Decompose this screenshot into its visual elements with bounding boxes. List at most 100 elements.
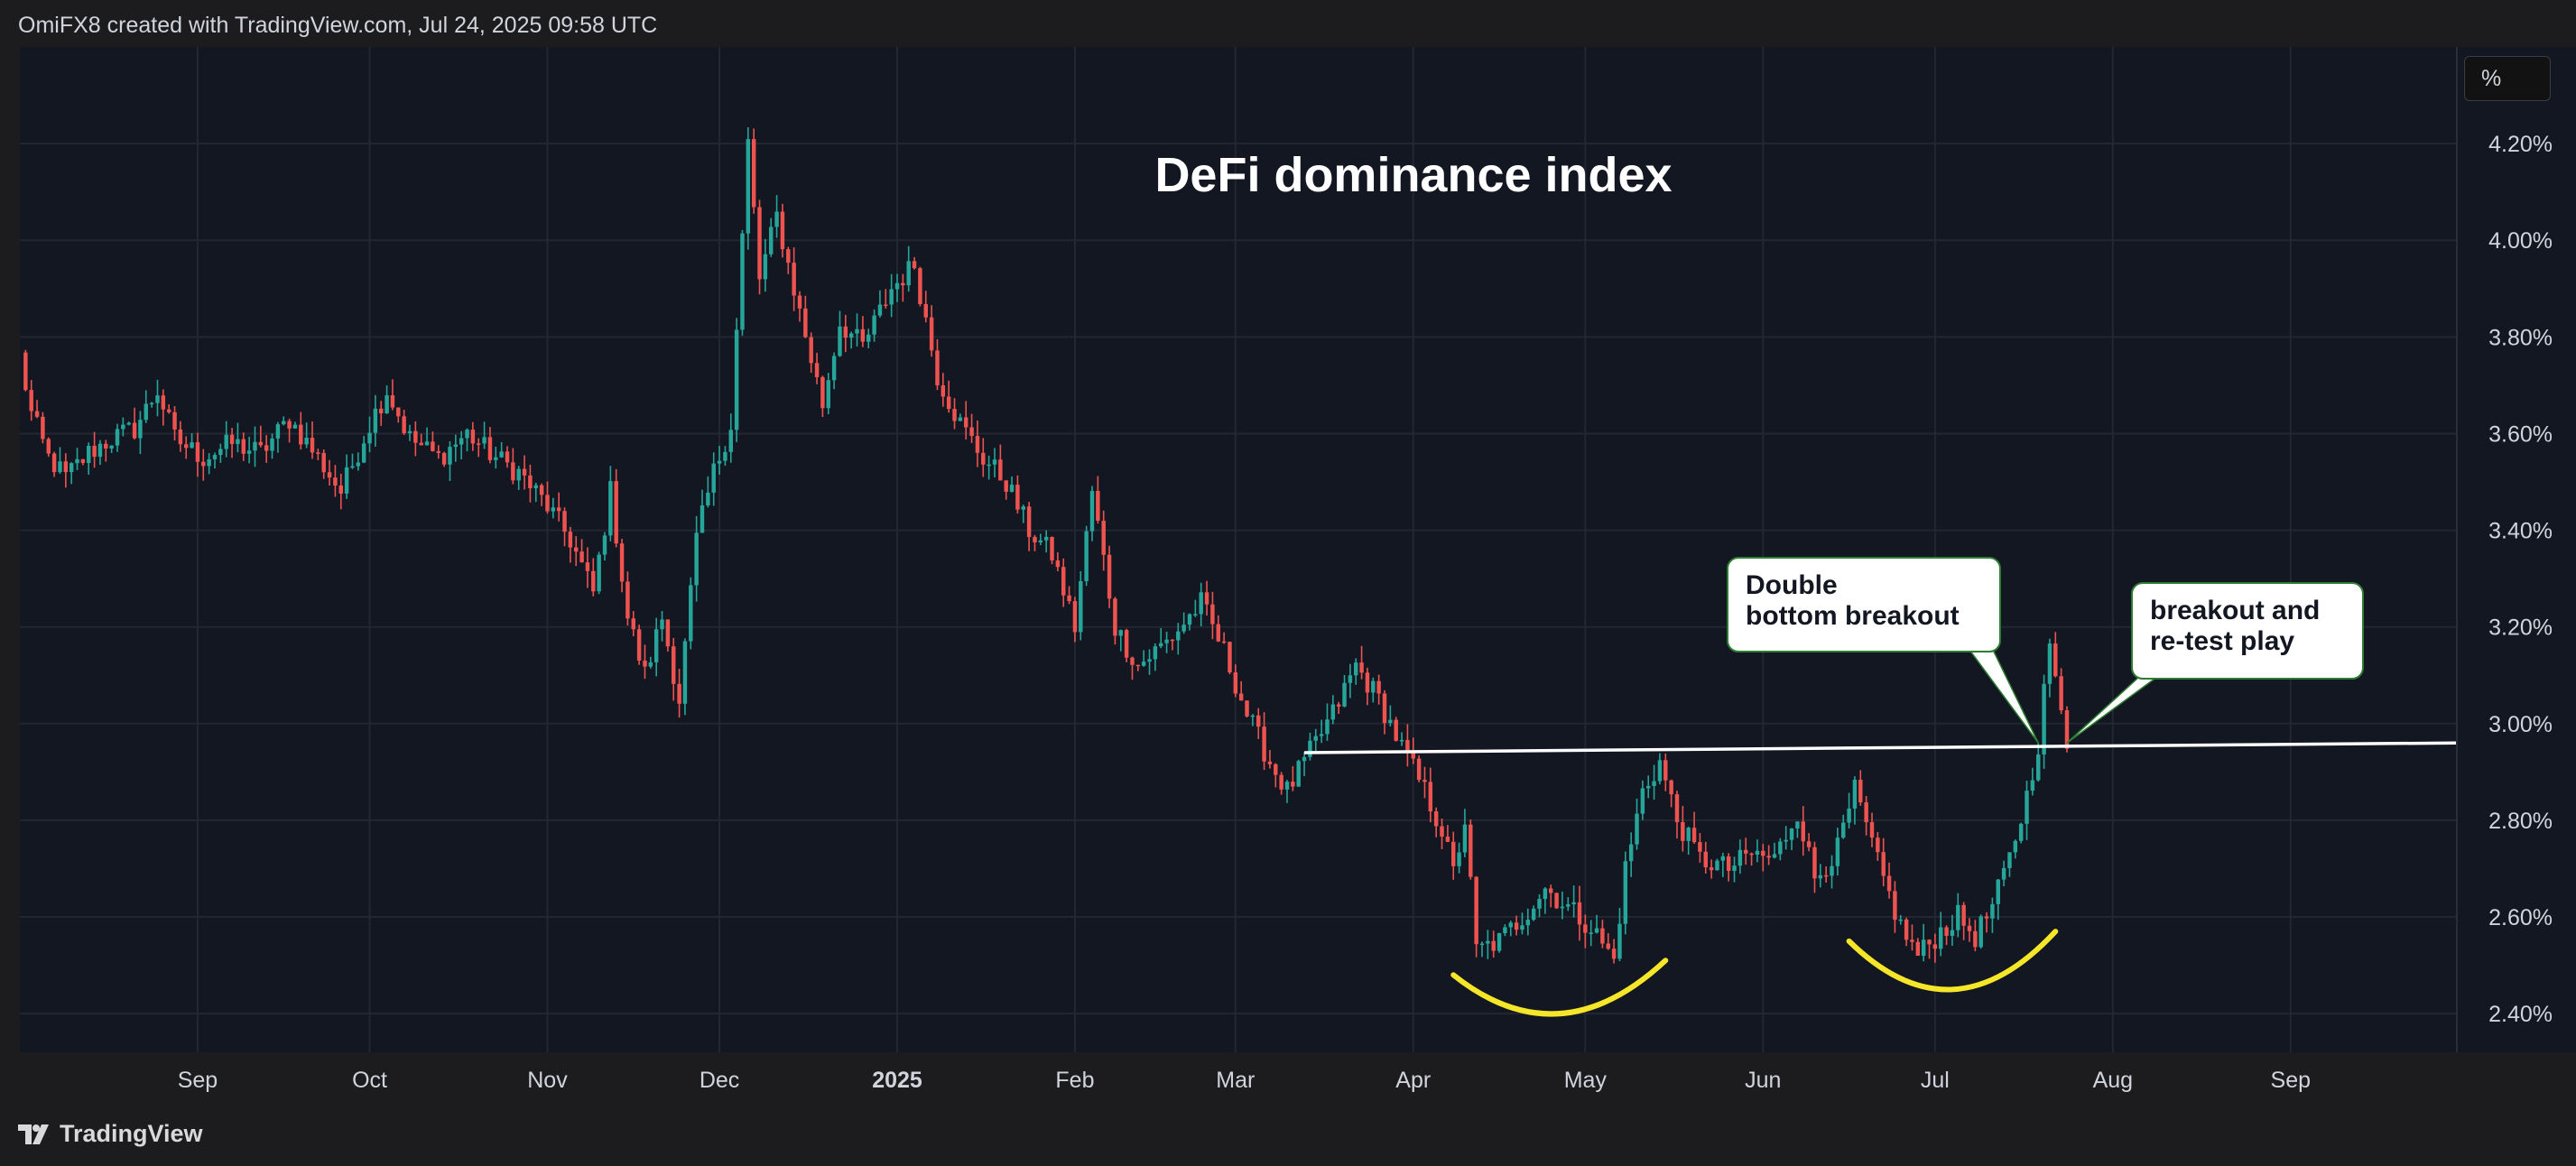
candle-body	[1823, 874, 1829, 877]
candle-body	[1772, 854, 1777, 858]
callout-text-line: breakout and	[2150, 596, 2320, 625]
candle-body	[402, 416, 406, 433]
candle-body	[253, 441, 257, 451]
candle-body	[1187, 614, 1192, 625]
candle-body	[1600, 928, 1605, 944]
candle-body	[1147, 659, 1152, 662]
candle-body	[459, 438, 464, 445]
percent-scale-button[interactable]: %	[2464, 56, 2551, 101]
y-tick-label: 4.20%	[2488, 132, 2553, 157]
candle-body	[1496, 932, 1502, 951]
candle-body	[1479, 943, 1485, 946]
candle-body	[356, 462, 361, 467]
callout-text-line: re-test play	[2150, 626, 2294, 656]
candle-body	[625, 581, 630, 619]
candle-body	[706, 492, 710, 505]
candle-body	[419, 442, 423, 446]
candle-body	[184, 444, 189, 449]
candle-body	[1583, 924, 1588, 933]
candle-body	[310, 437, 315, 453]
candles	[23, 127, 2070, 964]
candle-body	[115, 429, 120, 446]
candle-body	[138, 420, 143, 439]
candle-body	[1720, 856, 1726, 861]
candle-body	[1755, 850, 1760, 856]
candle-body	[809, 337, 813, 364]
candle-body	[1864, 802, 1868, 823]
candle-body	[556, 507, 561, 512]
candle-body	[224, 434, 228, 449]
candle-body	[258, 441, 264, 446]
candle-body	[1267, 761, 1273, 764]
candle-body	[321, 452, 326, 473]
candle-body	[1978, 916, 1983, 948]
candle-body	[1778, 841, 1783, 855]
candle-body	[579, 551, 584, 563]
candle-body	[2047, 643, 2052, 684]
candle-body	[1698, 842, 1702, 852]
candle-body	[1440, 826, 1444, 837]
candle-body	[1055, 560, 1061, 568]
candle-body	[1744, 849, 1748, 854]
candle-body	[689, 585, 693, 642]
candle-body	[218, 449, 223, 456]
candle-body	[2007, 852, 2012, 868]
candle-body	[190, 442, 194, 449]
x-tick-label: Dec	[700, 1068, 739, 1093]
candle-body	[1904, 919, 1909, 940]
callout-box	[2131, 582, 2364, 680]
candle-body	[1852, 780, 1858, 809]
candle-body	[431, 441, 435, 451]
candle-body	[987, 464, 991, 467]
plot-area	[20, 47, 2457, 1052]
candle-body	[1898, 919, 1903, 921]
candle-body	[528, 475, 533, 489]
candle-body	[1577, 902, 1582, 925]
candle-body	[838, 326, 842, 356]
candle-body	[975, 436, 980, 453]
candle-body	[373, 408, 378, 433]
candle-body	[1043, 536, 1049, 541]
candle-body	[29, 390, 33, 412]
candle-body	[1067, 595, 1071, 602]
candle-body	[195, 442, 200, 462]
candle-body	[1681, 821, 1685, 841]
x-tick-label: Sep	[178, 1068, 218, 1093]
axes: 2.40% 2.60% 2.80% 3.00% 3.20% 3.40% 3.60% 3.80%…	[178, 47, 2553, 1093]
candle-body	[1932, 944, 1938, 949]
candle-body	[1915, 941, 1921, 956]
candle-body	[860, 329, 866, 342]
candle-body	[1686, 828, 1691, 841]
candle-body	[1921, 939, 1926, 956]
candle-body	[1221, 641, 1227, 643]
candle-body	[1233, 672, 1238, 694]
candle-body	[751, 139, 756, 208]
candle-body	[958, 417, 963, 421]
candle-body	[1812, 847, 1817, 879]
candle-body	[270, 438, 274, 451]
candle-body	[1474, 876, 1478, 945]
candle-body	[92, 446, 97, 458]
candle-body	[299, 424, 303, 445]
candle-body	[717, 460, 722, 464]
candle-body	[333, 477, 338, 486]
x-tick-label: Nov	[527, 1068, 568, 1093]
candle-body	[1170, 639, 1175, 642]
candle-body	[562, 511, 567, 532]
candle-body	[1990, 903, 1995, 919]
candle-body	[396, 407, 401, 417]
candle-body	[1096, 491, 1100, 521]
candle-body	[344, 467, 349, 494]
candle-body	[1256, 715, 1261, 727]
candle-body	[946, 396, 951, 410]
candle-body	[2013, 840, 2018, 853]
candle-body	[23, 352, 28, 391]
candle-body	[551, 507, 556, 512]
candle-body	[602, 535, 607, 555]
candle-body	[952, 409, 957, 421]
candle-body	[494, 457, 498, 460]
candle-body	[1124, 630, 1129, 658]
candle-body	[918, 268, 922, 304]
candle-body	[149, 403, 154, 405]
